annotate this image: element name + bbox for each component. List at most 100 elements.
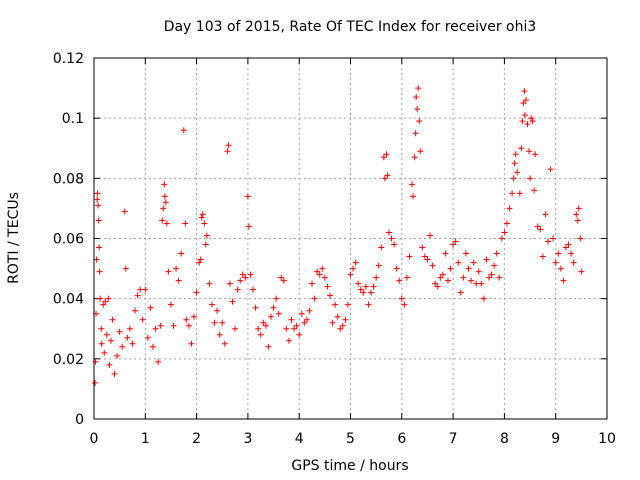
data-point	[383, 151, 390, 158]
y-tick-label: 0.06	[53, 232, 84, 248]
x-axis-label: GPS time / hours	[291, 458, 408, 474]
data-point	[365, 301, 372, 308]
x-tick-label: 0	[90, 431, 99, 447]
data-point	[527, 175, 534, 182]
data-point	[413, 94, 420, 101]
data-point	[442, 250, 449, 257]
data-point	[188, 340, 195, 347]
data-point	[473, 280, 480, 287]
data-point	[147, 304, 154, 311]
data-point	[483, 256, 490, 263]
data-point	[161, 193, 168, 200]
data-point	[101, 349, 108, 356]
data-point	[270, 304, 277, 311]
data-point	[94, 190, 101, 197]
data-point	[412, 130, 419, 137]
data-point	[316, 271, 323, 278]
data-point	[410, 193, 417, 200]
data-point	[102, 298, 109, 305]
data-point	[416, 118, 423, 125]
data-point	[95, 217, 102, 224]
data-point	[306, 307, 313, 314]
data-point	[539, 253, 546, 260]
data-point	[403, 274, 410, 281]
data-point	[381, 175, 388, 182]
data-point	[334, 313, 341, 320]
data-point	[496, 274, 503, 281]
data-point	[491, 262, 498, 269]
x-tick-label: 9	[551, 431, 560, 447]
data-point	[157, 322, 164, 329]
data-point	[234, 286, 241, 293]
data-point	[109, 316, 116, 323]
data-point	[550, 235, 557, 242]
data-point	[342, 316, 349, 323]
data-point	[511, 160, 518, 167]
data-point	[159, 217, 166, 224]
data-point	[414, 106, 421, 113]
data-point	[537, 226, 544, 233]
data-point	[509, 190, 516, 197]
data-point	[219, 319, 226, 326]
data-point	[126, 325, 133, 332]
data-point	[105, 295, 112, 302]
data-point	[528, 115, 535, 122]
data-point	[432, 280, 439, 287]
data-point	[437, 274, 444, 281]
data-point	[244, 193, 251, 200]
y-tick-labels: 0 0.02 0.04 0.06 0.08 0.1 0.12	[53, 51, 84, 428]
data-point	[455, 259, 462, 266]
data-point	[319, 265, 326, 272]
data-point	[498, 235, 505, 242]
data-point	[373, 274, 380, 281]
data-point	[531, 187, 538, 194]
data-point	[393, 265, 400, 272]
data-point	[293, 322, 300, 329]
x-tick-label: 1	[141, 431, 150, 447]
data-point	[206, 280, 213, 287]
data-point	[352, 259, 359, 266]
y-tick-label: 0.02	[53, 352, 84, 368]
data-point	[229, 298, 236, 305]
data-point	[452, 238, 459, 245]
data-point	[96, 244, 103, 251]
data-point	[512, 151, 519, 158]
data-point	[444, 277, 451, 284]
data-point	[557, 265, 564, 272]
data-point	[96, 268, 103, 275]
data-point	[429, 262, 436, 269]
data-point	[280, 277, 287, 284]
data-point	[160, 205, 167, 212]
data-point	[185, 322, 192, 329]
data-point	[391, 241, 398, 248]
data-point	[119, 343, 126, 350]
data-point	[534, 223, 541, 230]
data-point	[193, 289, 200, 296]
data-point	[107, 337, 114, 344]
data-point	[111, 370, 118, 377]
data-point	[278, 274, 285, 281]
data-point	[552, 259, 559, 266]
x-tick-label: 2	[192, 431, 201, 447]
data-point	[578, 268, 585, 275]
data-point	[488, 271, 495, 278]
data-point	[132, 307, 139, 314]
y-tick-label: 0.04	[53, 292, 84, 308]
data-point	[447, 265, 454, 272]
data-point	[520, 100, 527, 107]
data-point	[506, 205, 513, 212]
data-point	[547, 166, 554, 173]
data-point	[225, 142, 232, 149]
x-tick-label: 5	[346, 431, 355, 447]
data-point	[152, 325, 159, 332]
data-point	[575, 205, 582, 212]
data-point	[173, 265, 180, 272]
data-point	[98, 340, 105, 347]
data-point	[170, 322, 177, 329]
data-point	[465, 265, 472, 272]
data-point	[398, 295, 405, 302]
data-point	[375, 262, 382, 269]
x-tick-label: 3	[243, 431, 252, 447]
data-point	[245, 223, 252, 230]
data-point	[275, 310, 282, 317]
